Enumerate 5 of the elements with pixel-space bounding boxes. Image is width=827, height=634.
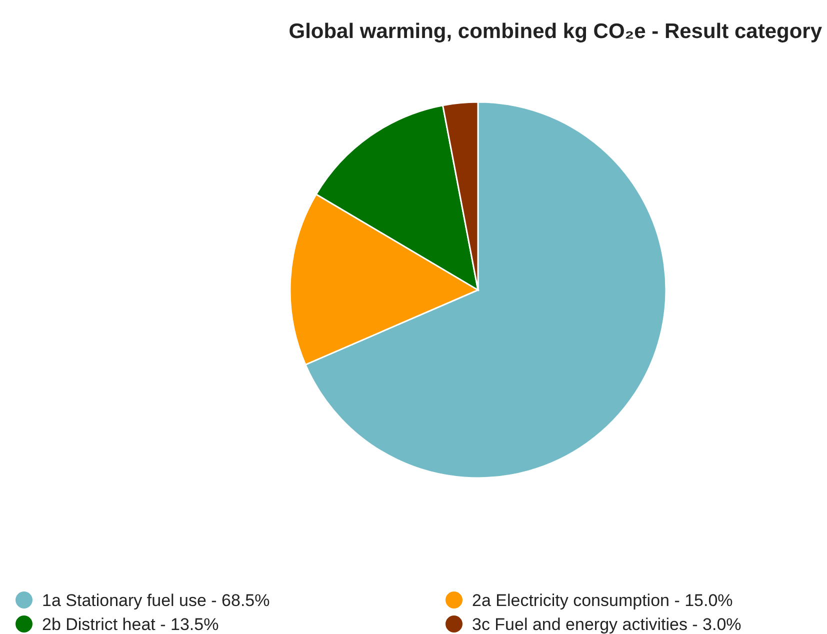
legend-label: 2b District heat - 13.5%: [42, 615, 219, 634]
chart-title: Global warming, combined kg CO₂e - Result category: [288, 20, 822, 43]
legend-label: 1a Stationary fuel use - 68.5%: [42, 591, 270, 610]
legend-label: 2a Electricity consumption - 15.0%: [472, 591, 733, 610]
legend-label: 3c Fuel and energy activities - 3.0%: [472, 615, 742, 634]
